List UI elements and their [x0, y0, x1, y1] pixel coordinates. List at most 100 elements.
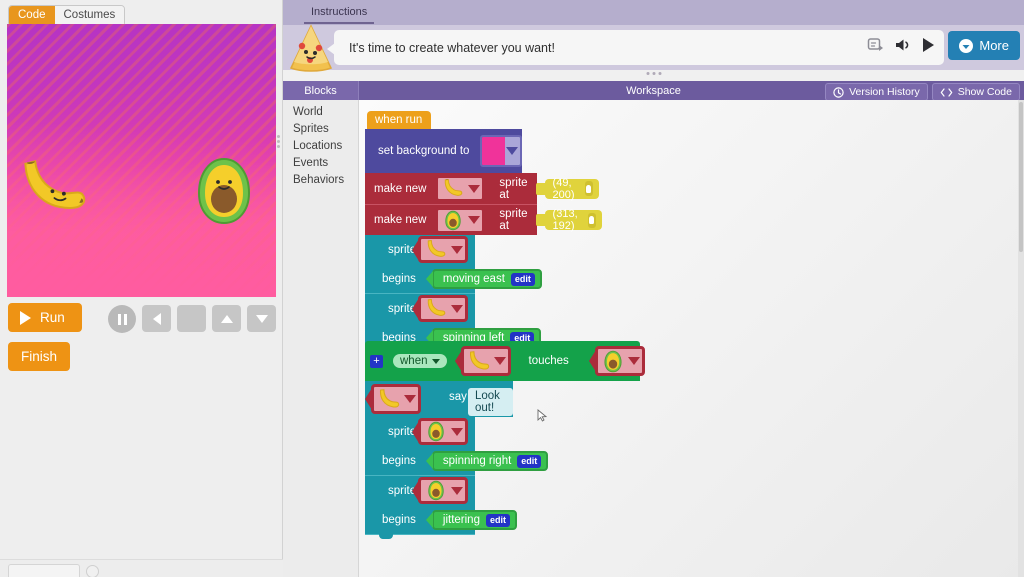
arrow-left-icon [152, 312, 161, 325]
location-value-2: (313, 192) [552, 208, 578, 232]
more-button[interactable]: More [948, 31, 1020, 60]
tab-costumes[interactable]: Costumes [54, 6, 125, 26]
behavior-label: spinning right [442, 455, 512, 467]
sidebar-item-events[interactable]: Events [293, 156, 329, 169]
sidebar-item-behaviors[interactable]: Behaviors [293, 173, 345, 186]
edit-behavior-button[interactable]: edit [517, 454, 542, 468]
when-touches-event-block[interactable]: + when touches [365, 341, 645, 381]
set-background-block[interactable]: set background to [365, 129, 522, 173]
avocado-icon [438, 210, 468, 231]
say-sprite-dropdown[interactable] [371, 384, 421, 414]
sprite-label: sprite [388, 303, 417, 315]
stage-sprite-banana[interactable] [15, 149, 94, 226]
begins-row-4[interactable]: begins jittering edit [365, 506, 517, 539]
speed-down-button[interactable] [247, 305, 276, 332]
chevron-down-icon [431, 358, 440, 364]
make-new-label: make new [374, 214, 427, 226]
speed-up-button[interactable] [212, 305, 241, 332]
banana-icon [421, 239, 451, 260]
instruction-text: It's time to create whatever you want! [349, 40, 555, 55]
instructions-panel: It's time to create whatever you want! [283, 24, 1024, 72]
make-new-banana-block[interactable]: make new sprite at (49, 200) [365, 173, 599, 204]
finish-button[interactable]: Finish [8, 342, 71, 371]
behavior-label: moving east [442, 273, 505, 285]
background-color-dropdown[interactable] [480, 135, 522, 167]
edit-behavior-button[interactable]: edit [485, 513, 510, 527]
captions-icon[interactable] [867, 36, 885, 54]
location-pill-2[interactable]: (313, 192) [544, 208, 602, 232]
step-forward-button[interactable] [177, 305, 1024, 577]
begins-row-1[interactable]: begins moving east edit [365, 265, 542, 294]
sidebar-item-sprites[interactable]: Sprites [293, 122, 329, 135]
workspace-canvas[interactable]: when run set background to make new [359, 100, 1024, 577]
sprite-dropdown-banana[interactable] [418, 295, 468, 322]
chevron-down-icon [451, 304, 463, 313]
program-stack-main[interactable]: when run set background to make new [365, 110, 602, 357]
say-block[interactable]: say Look out! [365, 381, 548, 422]
avocado-icon [598, 350, 628, 373]
play-icon [20, 310, 31, 325]
play-icon[interactable] [921, 37, 936, 53]
sprite-row-3[interactable]: sprite [365, 417, 475, 447]
location-pill-1[interactable]: (49, 200) [544, 177, 599, 201]
chevron-down-icon [627, 357, 640, 365]
block-notch [379, 533, 393, 539]
begins-label: begins [382, 455, 416, 467]
speaker-icon[interactable] [894, 37, 912, 53]
pizza-mascot-icon [288, 24, 334, 72]
sidebar-item-locations[interactable]: Locations [293, 139, 343, 152]
behavior-dropdown-moving-east[interactable]: moving east edit [431, 269, 542, 289]
location-pin-icon [584, 181, 593, 196]
sprite-row-4[interactable]: sprite [365, 476, 475, 506]
make-new-avocado-block[interactable]: make new sprite at (313, [365, 204, 602, 235]
sprite-dropdown-avocado[interactable] [418, 418, 468, 445]
sprite-row-2[interactable]: sprite [365, 294, 475, 324]
run-button-label: Run [40, 310, 65, 325]
banana-icon [464, 350, 494, 373]
begins-label: begins [382, 514, 416, 526]
chevron-down-icon [468, 184, 481, 193]
tab-code[interactable]: Code [9, 6, 55, 26]
stage-canvas[interactable] [7, 24, 276, 297]
sprite-dropdown-banana[interactable] [418, 236, 468, 263]
workspace-scrollbar[interactable] [1018, 100, 1024, 577]
step-back-button[interactable] [142, 305, 171, 332]
version-history-button[interactable]: Version History [825, 83, 928, 101]
sprite-label: sprite [388, 485, 417, 497]
banana-icon [421, 298, 451, 319]
instructions-resize-grip[interactable] [646, 72, 661, 75]
chevron-down-icon [451, 486, 463, 495]
code-brackets-icon [940, 87, 953, 97]
stage-sprite-avocado[interactable] [193, 157, 255, 225]
begins-row-3[interactable]: begins spinning right edit [365, 447, 549, 476]
sprite-dropdown-banana[interactable] [435, 175, 486, 202]
run-button[interactable]: Run [8, 303, 82, 332]
add-condition-button[interactable]: + [370, 354, 383, 368]
when-dropdown[interactable]: when [393, 354, 447, 368]
sprite-row-1[interactable]: sprite [365, 235, 475, 265]
arrow-down-icon [255, 314, 268, 323]
workspace-header: Workspace Blocks Version History Show Co… [283, 81, 1024, 101]
location-pin-icon [587, 212, 596, 228]
when-run-hat-block[interactable]: when run [367, 111, 432, 129]
say-text-input[interactable]: Look out! [468, 388, 513, 416]
more-button-label: More [979, 38, 1009, 53]
sprite-dropdown-avocado[interactable] [418, 477, 468, 504]
event-subject-sprite-dropdown[interactable] [460, 346, 511, 376]
event-object-sprite-dropdown[interactable] [594, 346, 645, 376]
pause-button[interactable] [108, 305, 136, 333]
sidebar-item-world[interactable]: World [293, 105, 323, 118]
chevron-down-icon [404, 395, 416, 403]
footer-circle-button[interactable] [86, 565, 99, 577]
tab-instructions[interactable]: Instructions [304, 4, 375, 24]
show-code-button[interactable]: Show Code [931, 83, 1020, 101]
sprite-dropdown-avocado[interactable] [435, 206, 486, 234]
behavior-dropdown-spinning-right[interactable]: spinning right edit [431, 451, 549, 471]
footer-pill[interactable] [8, 564, 80, 577]
chevron-down-icon [451, 427, 463, 436]
behavior-dropdown-jittering[interactable]: jittering edit [431, 510, 517, 530]
edit-behavior-button[interactable]: edit [510, 272, 535, 286]
program-stack-event[interactable]: + when touches [365, 341, 645, 539]
panel-resize-grip[interactable] [277, 135, 280, 148]
